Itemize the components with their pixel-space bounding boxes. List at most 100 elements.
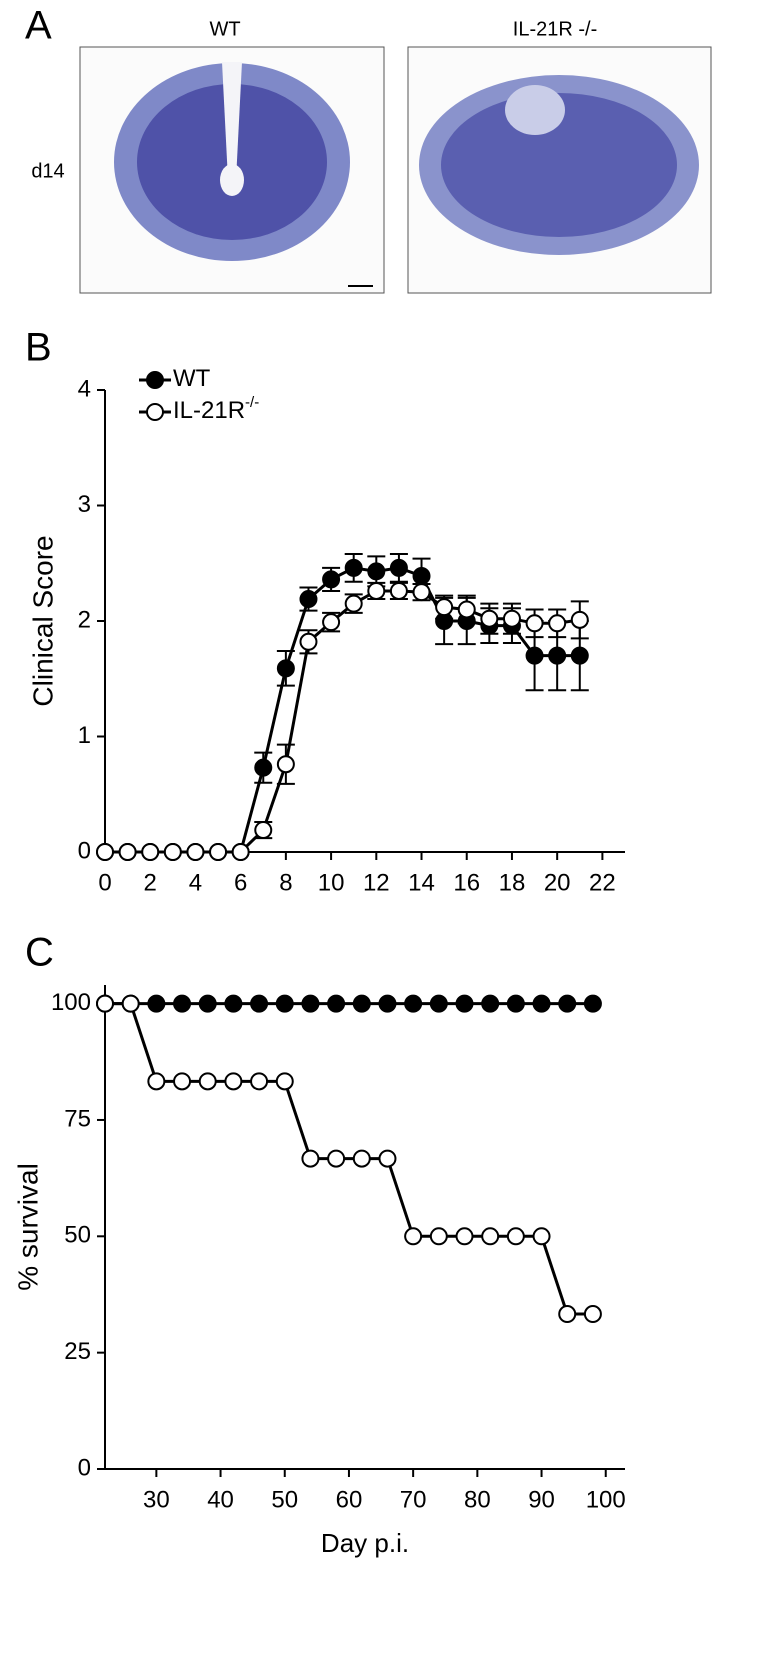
y-tick-label: 4 xyxy=(78,375,91,402)
marker xyxy=(481,1227,500,1246)
marker xyxy=(147,1072,166,1091)
marker xyxy=(276,755,295,774)
marker xyxy=(224,994,243,1013)
marker xyxy=(327,1149,346,1168)
legend-label: IL-21R-/- xyxy=(173,394,259,424)
y-tick-label: 75 xyxy=(64,1105,91,1132)
y-tick-label: 100 xyxy=(51,989,91,1016)
marker xyxy=(378,1149,397,1168)
y-axis-label: Clinical Score xyxy=(27,535,58,706)
x-tick-label: 10 xyxy=(318,869,345,896)
tissue-section xyxy=(114,62,350,261)
marker xyxy=(404,994,423,1013)
x-tick-label: 30 xyxy=(143,1486,170,1513)
marker xyxy=(367,562,386,581)
tissue-section xyxy=(419,75,699,255)
marker xyxy=(548,646,567,665)
x-tick-label: 50 xyxy=(271,1486,298,1513)
x-tick-label: 0 xyxy=(98,869,111,896)
series-line xyxy=(105,589,581,854)
panel-label: A xyxy=(25,4,52,48)
x-tick-label: 6 xyxy=(234,869,247,896)
y-tick-label: 0 xyxy=(78,1454,91,1481)
x-tick-label: 14 xyxy=(408,869,435,896)
marker xyxy=(186,843,205,861)
x-tick-label: 40 xyxy=(207,1486,234,1513)
marker xyxy=(404,1227,423,1246)
marker xyxy=(118,843,137,861)
marker xyxy=(275,994,294,1013)
marker xyxy=(502,609,521,628)
marker xyxy=(275,1072,294,1091)
marker xyxy=(583,994,602,1013)
marker xyxy=(583,1305,602,1324)
marker xyxy=(96,843,114,861)
marker xyxy=(299,590,318,609)
marker xyxy=(558,994,577,1013)
marker xyxy=(429,1227,448,1246)
legend-name: IL-21R xyxy=(173,397,245,424)
marker xyxy=(276,659,295,678)
marker xyxy=(121,994,140,1013)
marker xyxy=(322,613,341,632)
marker xyxy=(548,614,567,633)
panel-label: B xyxy=(25,326,52,370)
marker xyxy=(231,843,250,861)
marker xyxy=(224,1072,243,1091)
marker xyxy=(344,594,363,613)
x-tick-label: 80 xyxy=(464,1486,491,1513)
marker xyxy=(301,1149,320,1168)
marker xyxy=(141,843,160,861)
x-tick-label: 22 xyxy=(589,869,616,896)
marker xyxy=(173,1072,192,1091)
marker xyxy=(525,646,544,665)
marker xyxy=(198,1072,217,1091)
series-line xyxy=(105,1002,593,1316)
marker xyxy=(455,1227,474,1246)
marker xyxy=(254,758,273,777)
x-tick-label: 18 xyxy=(499,869,526,896)
marker xyxy=(327,994,346,1013)
y-axis-label: % survival xyxy=(12,1163,43,1291)
marker xyxy=(412,583,431,602)
column-label: WT xyxy=(209,18,240,40)
marker xyxy=(250,1072,269,1091)
marker xyxy=(344,558,363,577)
marker xyxy=(532,994,551,1013)
marker xyxy=(299,632,318,651)
marker xyxy=(435,598,454,617)
legend-label: WT xyxy=(173,365,211,392)
marker xyxy=(301,994,320,1013)
y-tick-label: 0 xyxy=(78,837,91,864)
marker xyxy=(532,1227,551,1246)
row-label: d14 xyxy=(31,160,64,182)
x-tick-label: 12 xyxy=(363,869,390,896)
marker xyxy=(389,581,408,600)
marker xyxy=(389,558,408,577)
marker xyxy=(412,566,431,585)
marker xyxy=(250,994,269,1013)
marker xyxy=(455,994,474,1013)
x-tick-label: 2 xyxy=(144,869,157,896)
x-tick-label: 8 xyxy=(279,869,292,896)
marker xyxy=(570,646,589,665)
marker xyxy=(481,994,500,1013)
x-tick-label: 100 xyxy=(586,1486,626,1513)
x-tick-label: 16 xyxy=(453,869,480,896)
y-tick-label: 50 xyxy=(64,1222,91,1249)
y-tick-label: 2 xyxy=(78,606,91,633)
x-tick-label: 20 xyxy=(544,869,571,896)
marker xyxy=(558,1305,577,1324)
marker xyxy=(322,570,341,589)
y-tick-label: 25 xyxy=(64,1338,91,1365)
marker xyxy=(378,994,397,1013)
marker xyxy=(506,994,525,1013)
legend-marker xyxy=(146,371,164,389)
marker xyxy=(570,610,589,629)
marker xyxy=(352,1149,371,1168)
marker xyxy=(209,843,228,861)
x-tick-label: 70 xyxy=(400,1486,427,1513)
marker xyxy=(173,994,192,1013)
